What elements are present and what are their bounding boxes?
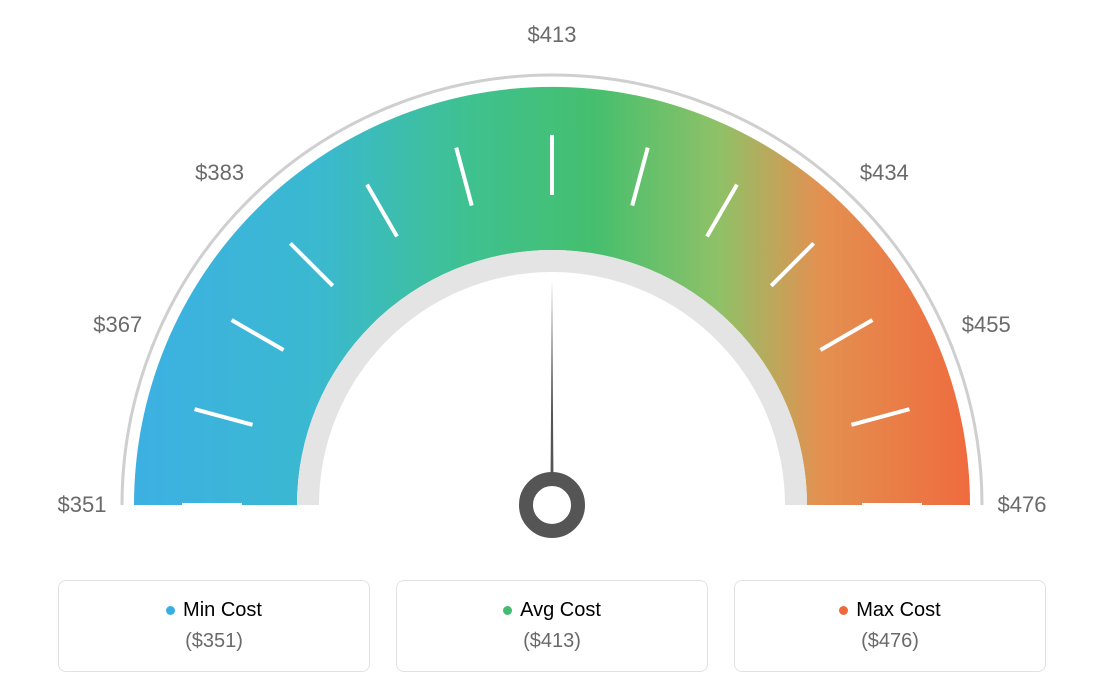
legend-title-avg: Avg Cost [503, 599, 601, 622]
gauge-tick-label: $434 [860, 160, 909, 186]
legend-title-max: Max Cost [839, 599, 940, 622]
legend-label-max: Max Cost [856, 599, 940, 622]
gauge-tick-label: $476 [998, 492, 1047, 518]
legend-title-min: Min Cost [166, 599, 262, 622]
gauge-tick-label: $367 [93, 312, 142, 338]
legend-row: Min Cost ($351) Avg Cost ($413) Max Cost… [0, 580, 1104, 672]
legend-value-max: ($476) [861, 630, 919, 653]
legend-value-avg: ($413) [523, 630, 581, 653]
gauge-chart: $351 $367 $383 $413 $434 $455 $476 [0, 0, 1104, 560]
legend-dot-avg [503, 606, 512, 615]
gauge-tick-label: $383 [195, 160, 244, 186]
gauge-tick-label: $351 [58, 492, 107, 518]
legend-card-min: Min Cost ($351) [58, 580, 370, 672]
legend-card-avg: Avg Cost ($413) [396, 580, 708, 672]
legend-label-avg: Avg Cost [520, 599, 601, 622]
legend-dot-max [839, 606, 848, 615]
legend-card-max: Max Cost ($476) [734, 580, 1046, 672]
legend-dot-min [166, 606, 175, 615]
gauge-tick-label: $413 [528, 22, 577, 48]
legend-value-min: ($351) [185, 630, 243, 653]
gauge-tick-label: $455 [962, 312, 1011, 338]
gauge-svg [0, 0, 1104, 560]
legend-label-min: Min Cost [183, 599, 262, 622]
